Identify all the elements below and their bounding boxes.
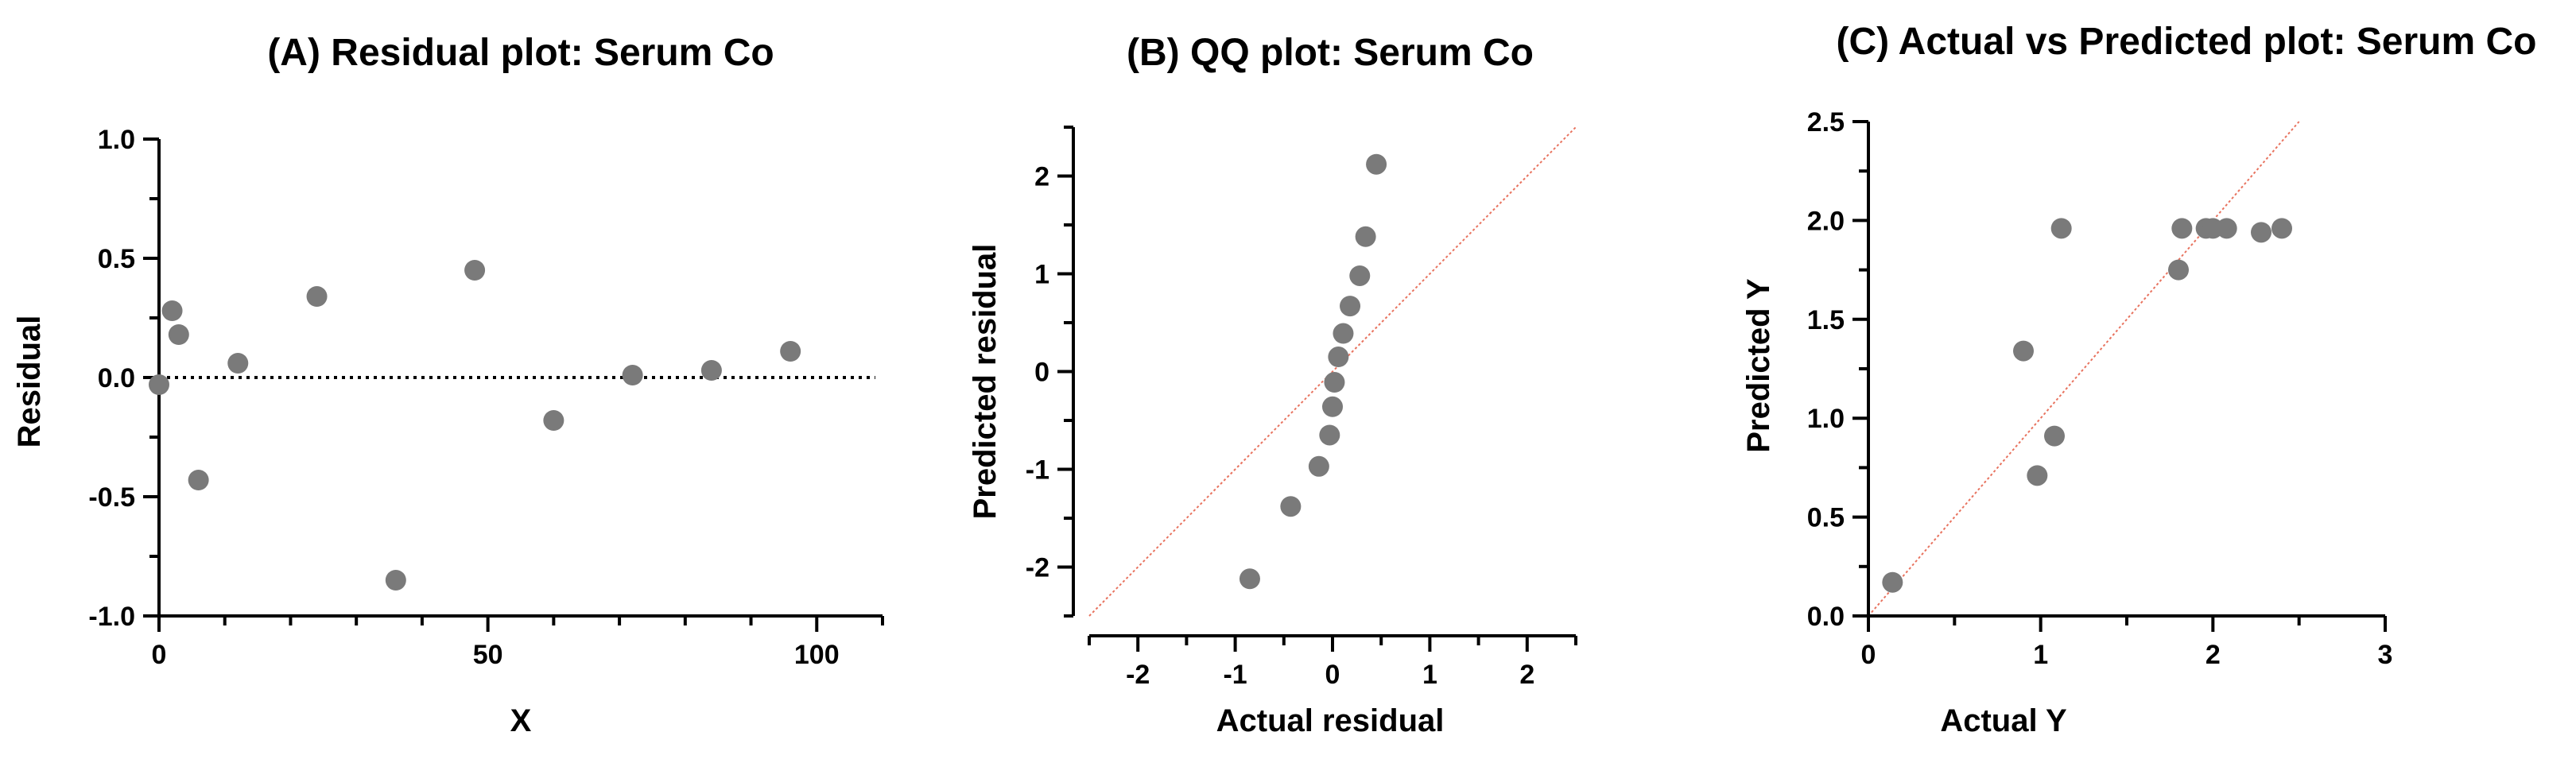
panel-c-data-point [2013, 340, 2034, 362]
panel-b-y-tick-label: 2 [1034, 162, 1049, 192]
panel-c-y-tick-label: 0.0 [1807, 602, 1845, 632]
panel-c-data-point [2251, 222, 2271, 243]
panel-b-data-point [1322, 396, 1343, 417]
panel-a-data-point [543, 410, 564, 431]
panel-b-data-point [1340, 296, 1361, 317]
panel-c-x-tick-label: 3 [2378, 640, 2393, 670]
panel-c-x-tick-label: 0 [1861, 640, 1876, 670]
panel-a-data-point [149, 374, 169, 395]
panel-a-data-point [168, 324, 189, 345]
panel-a-y-tick-label: -0.5 [88, 482, 135, 513]
panel-b: (B) QQ plot: Serum Co Actual residual Pr… [968, 32, 1577, 738]
panel-c-identity-line [1868, 121, 2300, 617]
panel-c-data-point [2027, 465, 2048, 486]
panel-c-data-point [2044, 425, 2065, 447]
panel-b-data-point [1366, 153, 1387, 175]
panel-b-data-point [1333, 323, 1354, 344]
panel-c-data-point [2050, 218, 2072, 239]
panel-a-data-point [700, 360, 722, 381]
panel-b-title: (B) QQ plot: Serum Co [1127, 32, 1534, 74]
panel-a-data-point [780, 341, 801, 362]
panel-b-ylabel: Predicted residual [968, 244, 1003, 520]
panel-a-y-tick-label: 0.5 [98, 244, 135, 274]
panel-c-x-tick-label: 1 [2033, 640, 2048, 670]
panel-c-y-tick-label: 1.0 [1807, 404, 1845, 434]
panel-a-data-point [306, 286, 328, 307]
panel-a-plot-area: 0 50 100 -1.0 -0.5 0.0 0.5 1.0 [88, 125, 884, 670]
panel-c-title: (C) Actual vs Predicted plot: Serum Co [1836, 21, 2536, 63]
panel-b-data-point [1308, 455, 1329, 477]
panel-a-data-point [188, 470, 209, 490]
panel-b-y-tick-label: -2 [1026, 553, 1049, 583]
panel-c-y-tick-label: 0.5 [1807, 503, 1845, 533]
panel-c: (C) Actual vs Predicted plot: Serum Co A… [1741, 21, 2537, 738]
panel-a-data-point [385, 570, 406, 591]
panel-b-y-tick-label: 1 [1034, 260, 1049, 290]
panel-c-data-point [2271, 218, 2292, 239]
panel-a-data-point [622, 365, 643, 385]
panel-a-y-tick-label: 0.0 [98, 363, 135, 393]
panel-c-data-point [2171, 218, 2193, 239]
panel-a-y-tick-label: 1.0 [98, 125, 135, 155]
panel-b-data-point [1328, 347, 1349, 368]
panel-a-data-point [161, 300, 183, 321]
panel-c-xlabel: Actual Y [1940, 703, 2067, 738]
panel-b-x-tick-label: 2 [1519, 660, 1534, 690]
panel-c-data-point [2168, 259, 2189, 281]
panel-a: (A) Residual plot: Serum Co X Residual 0… [12, 32, 884, 738]
panel-a-ylabel: Residual [12, 316, 47, 448]
panel-b-data-point [1239, 568, 1260, 590]
panel-b-plot-area: -2 -1 0 1 2 -2 -1 0 1 2 [1026, 126, 1577, 690]
panel-a-x-tick-label: 0 [152, 640, 167, 670]
panel-a-y-tick-label: -1.0 [88, 602, 135, 632]
panel-c-y-tick-label: 2.5 [1807, 107, 1845, 137]
panel-a-xlabel: X [510, 703, 532, 738]
panel-a-data-point [227, 353, 249, 374]
panel-c-x-tick-label: 2 [2206, 640, 2221, 670]
panel-c-data-point [2216, 218, 2237, 239]
panel-b-data-point [1280, 496, 1302, 517]
panel-a-x-tick-label: 100 [794, 640, 840, 670]
panel-c-y-tick-label: 2.0 [1807, 206, 1845, 236]
panel-a-title: (A) Residual plot: Serum Co [267, 32, 774, 74]
panel-b-x-tick-label: 0 [1325, 660, 1340, 690]
panel-b-xlabel: Actual residual [1216, 703, 1445, 738]
panel-b-data-point [1349, 265, 1371, 286]
panel-b-data-point [1355, 226, 1376, 247]
panel-c-y-tick-label: 1.5 [1807, 305, 1845, 335]
panel-b-x-tick-label: -2 [1126, 660, 1150, 690]
panel-c-ylabel: Predicted Y [1741, 278, 1776, 453]
panel-b-y-tick-label: -1 [1026, 455, 1049, 486]
panel-b-identity-line [1088, 126, 1577, 617]
panel-a-x-tick-label: 50 [473, 640, 503, 670]
panel-b-x-tick-label: 1 [1422, 660, 1437, 690]
panel-a-data-point [464, 260, 486, 281]
panel-b-data-point [1319, 424, 1340, 446]
panel-b-x-tick-label: -1 [1223, 660, 1247, 690]
panel-c-data-point [1882, 571, 1903, 593]
panel-b-y-tick-label: 0 [1034, 358, 1049, 388]
panel-b-data-point [1324, 372, 1345, 393]
panel-c-plot-area: 0 1 2 3 0.0 0.5 1.0 1.5 2.0 2.5 [1807, 107, 2393, 670]
